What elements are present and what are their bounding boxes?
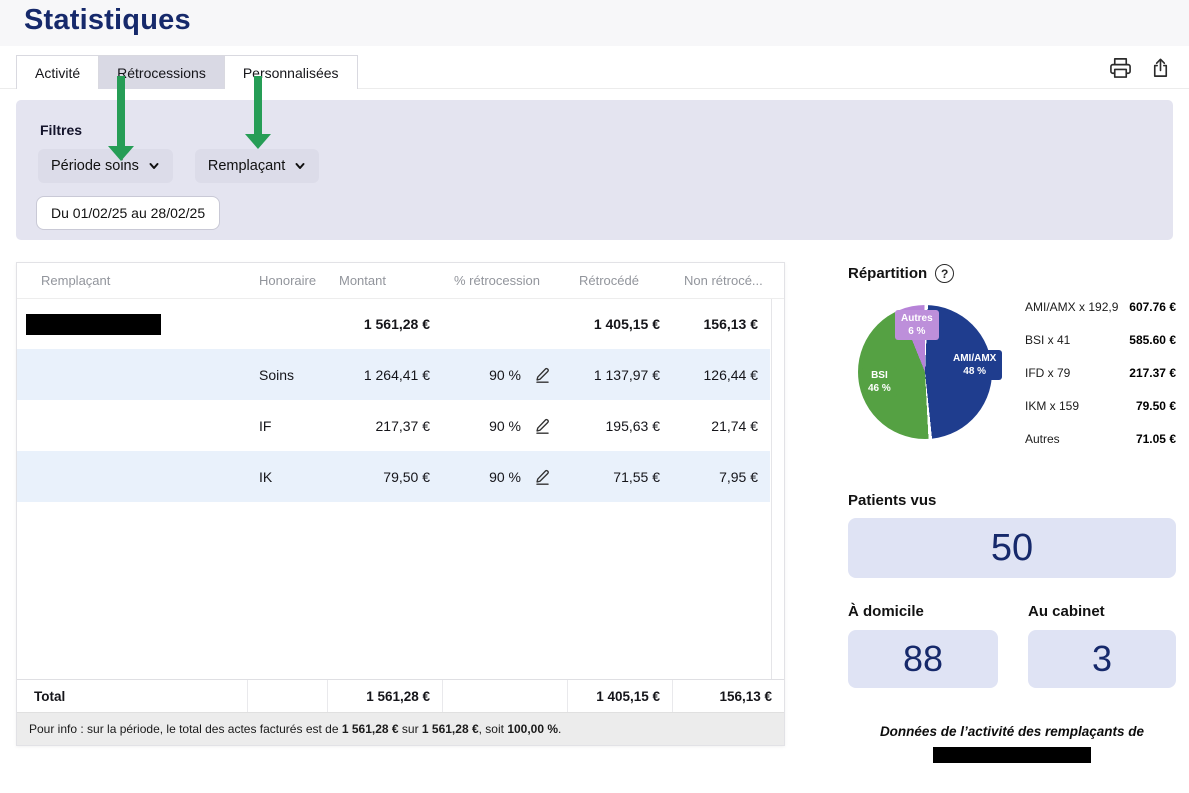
- cell-retrocede: 71,55 €: [613, 468, 660, 485]
- table-scrollbar[interactable]: [771, 299, 784, 679]
- domicile-label: À domicile: [848, 603, 924, 620]
- cell-honoraire: IF: [259, 417, 272, 434]
- pct-value: 90 %: [489, 366, 521, 383]
- total-retrocede: 1 405,15 €: [567, 680, 672, 712]
- footnote-amount: 1 561,28 €: [341, 722, 399, 736]
- cell-retrocede: 1 137,97 €: [593, 366, 660, 383]
- footnote-text: , soit: [478, 722, 508, 736]
- table-row-soins: Soins 1 264,41 € 90 % 1 137,97 € 126,44 …: [17, 349, 770, 400]
- header-retrocede: Rétrocédé: [579, 273, 639, 288]
- cell-retrocede: 195,63 €: [605, 417, 661, 434]
- tab-activite[interactable]: Activité: [16, 55, 100, 89]
- tab-strip: Activité Rétrocessions Personnalisées: [0, 46, 1189, 89]
- total-montant: 1 561,28 €: [327, 680, 442, 712]
- summary-montant: 1 561,28 €: [363, 316, 430, 332]
- legend-row: IFD x 79 217.37 €: [1025, 366, 1176, 380]
- date-range-button[interactable]: Du 01/02/25 au 28/02/25: [36, 196, 221, 230]
- legend-row: Autres 71.05 €: [1025, 432, 1176, 446]
- top-band: Statistiques: [0, 0, 1189, 46]
- print-icon[interactable]: [1107, 54, 1133, 80]
- remplacant-dropdown[interactable]: Remplaçant: [194, 149, 320, 183]
- page-title: Statistiques: [24, 4, 191, 36]
- filters-title: Filtres: [40, 122, 83, 138]
- remplacant-label: Remplaçant: [207, 158, 286, 174]
- repartition-header: Répartition ?: [848, 264, 955, 283]
- cell-montant: 79,50 €: [383, 468, 430, 485]
- table-footnote: Pour info : sur la période, le total des…: [17, 712, 784, 745]
- cell-honoraire: Soins: [259, 366, 295, 383]
- tab-retrocessions[interactable]: Rétrocessions: [99, 55, 225, 89]
- filters-panel: Filtres Période soins Remplaçant Du 01/0…: [16, 100, 1173, 240]
- legend-row: IKM x 159 79.50 €: [1025, 399, 1176, 413]
- toolbar-icons: [1107, 54, 1173, 80]
- panel-footer: Données de l’activité des remplaçants de: [848, 724, 1176, 763]
- summary-non-retrocede: 156,13 €: [703, 316, 759, 332]
- pie-label-autres: Autres 6 %: [895, 310, 939, 340]
- table-row-if: IF 217,37 € 90 % 195,63 € 21,74 €: [17, 400, 770, 451]
- repartition-title: Répartition: [848, 265, 928, 282]
- cell-non-retrocede: 21,74 €: [711, 417, 758, 434]
- legend-row: BSI x 41 585.60 €: [1025, 333, 1176, 347]
- stats-panel: Répartition ? Autres 6 % AMI/AMX 48 % BS…: [848, 262, 1176, 777]
- edit-percent-icon[interactable]: [534, 417, 551, 434]
- pct-value: 90 %: [489, 417, 521, 434]
- help-icon[interactable]: ?: [935, 264, 955, 283]
- header-remplacant: Remplaçant: [41, 273, 111, 288]
- panel-footer-text: Données de l’activité des remplaçants de: [879, 724, 1145, 739]
- edit-percent-icon[interactable]: [534, 366, 551, 383]
- edit-percent-icon[interactable]: [534, 468, 551, 485]
- footnote-text: Pour info : sur la période, le total des…: [29, 722, 342, 736]
- patients-vus-label: Patients vus: [848, 492, 937, 509]
- export-share-icon[interactable]: [1147, 54, 1173, 80]
- redacted-remplacant-name: [26, 313, 161, 335]
- legend-row: AMI/AMX x 192,9 607.76 €: [1025, 300, 1176, 314]
- cabinet-box: 3: [1028, 630, 1176, 688]
- table-body: 1 561,28 € 1 405,15 € 156,13 € Soins 1 2…: [17, 299, 784, 679]
- cell-pct: 90 %: [442, 468, 567, 485]
- total-label: Total: [34, 688, 66, 704]
- cell-montant: 217,37 €: [375, 417, 431, 434]
- pct-value: 90 %: [489, 468, 521, 485]
- table-row-ik: IK 79,50 € 90 % 71,55 € 7,95 €: [17, 451, 770, 502]
- patients-vus-value: 50: [990, 526, 1034, 569]
- cabinet-label: Au cabinet: [1028, 603, 1105, 620]
- cell-pct: 90 %: [442, 366, 567, 383]
- tabs: Activité Rétrocessions Personnalisées: [16, 55, 358, 89]
- footnote-amount: 1 561,28 €: [421, 722, 479, 736]
- footnote-text: sur: [398, 722, 422, 736]
- repartition-pie-chart: Autres 6 % AMI/AMX 48 % BSI 46 % AMI/AMX…: [848, 292, 1176, 487]
- footnote-percent: 100,00 %: [507, 722, 559, 736]
- header-non-retrocede: Non rétrocé...: [684, 273, 763, 288]
- domicile-value: 88: [902, 638, 944, 679]
- cabinet-value: 3: [1091, 638, 1113, 679]
- cell-montant: 1 264,41 €: [363, 366, 430, 383]
- domicile-box: 88: [848, 630, 998, 688]
- patients-vus-box: 50: [848, 518, 1176, 578]
- pie-label-ami-amx: AMI/AMX 48 %: [947, 350, 1003, 380]
- cell-honoraire: IK: [259, 468, 273, 485]
- footnote-text: .: [558, 722, 562, 736]
- retrocessions-table: Remplaçant Honoraire Montant % rétrocess…: [16, 262, 785, 746]
- table-row-remplacant-summary: 1 561,28 € 1 405,15 € 156,13 €: [17, 299, 770, 349]
- filter-buttons: Période soins Remplaçant: [38, 149, 320, 183]
- chevron-down-icon: [295, 163, 305, 169]
- pie-legend: AMI/AMX x 192,9 607.76 € BSI x 41 585.60…: [1025, 300, 1176, 446]
- table-total-row: Total 1 561,28 € 1 405,15 € 156,13 €: [17, 679, 784, 712]
- table-header-row: Remplaçant Honoraire Montant % rétrocess…: [17, 263, 784, 299]
- cell-non-retrocede: 126,44 €: [703, 366, 759, 383]
- cell-non-retrocede: 7,95 €: [719, 468, 758, 485]
- header-montant: Montant: [339, 273, 386, 288]
- chevron-down-icon: [149, 163, 159, 169]
- periode-soins-dropdown[interactable]: Période soins: [38, 149, 173, 183]
- tab-personnalisees[interactable]: Personnalisées: [224, 55, 358, 89]
- header-pct-retrocession: % rétrocession: [454, 273, 540, 288]
- total-non-retrocede: 156,13 €: [672, 680, 784, 712]
- cell-pct: 90 %: [442, 417, 567, 434]
- pie-label-bsi: BSI 46 %: [862, 367, 897, 397]
- summary-retrocede: 1 405,15 €: [593, 316, 660, 332]
- header-honoraire: Honoraire: [259, 273, 317, 288]
- redacted-remplacant-name: [933, 747, 1091, 763]
- periode-soins-label: Période soins: [51, 158, 139, 174]
